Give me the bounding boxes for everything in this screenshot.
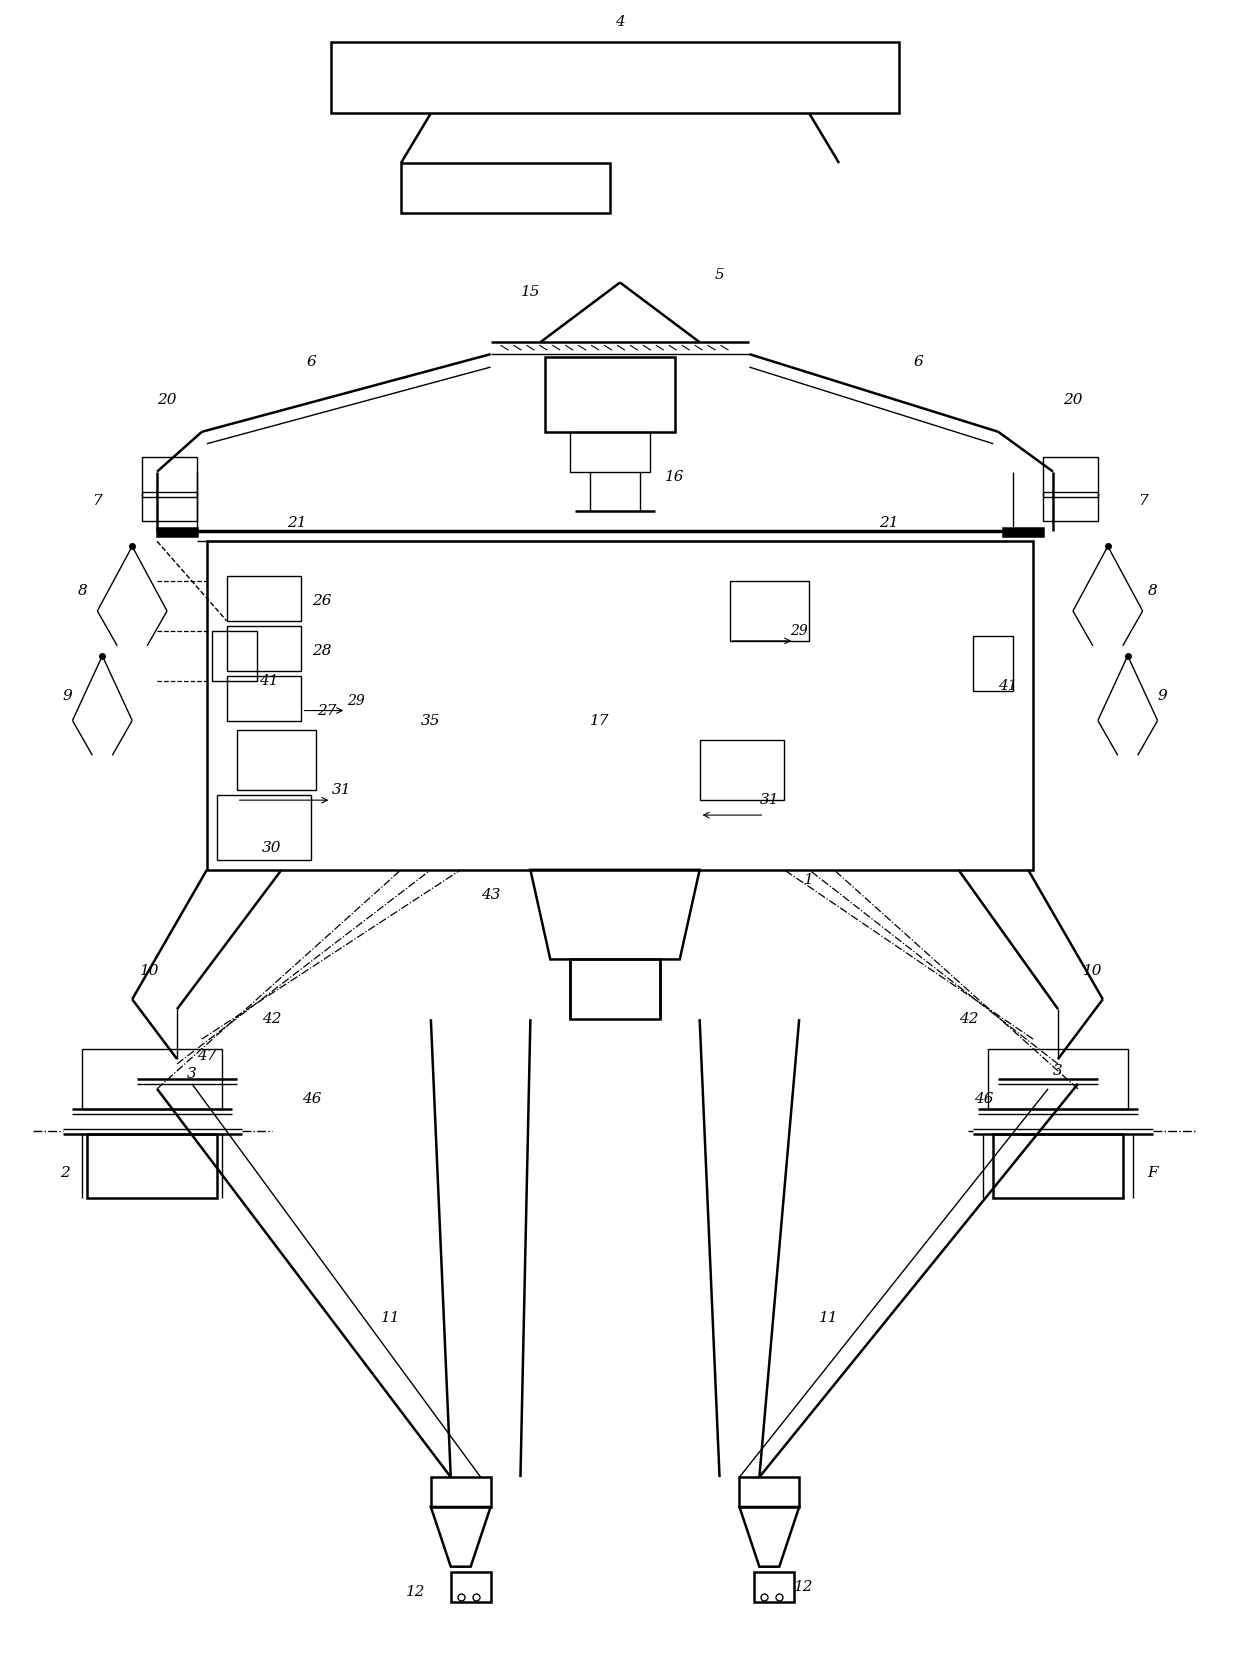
Bar [143,491,197,521]
Text: 1: 1 [805,873,813,886]
Text: 8: 8 [78,585,87,598]
Text: 7: 7 [93,495,102,508]
Text: 6: 6 [306,355,316,370]
Text: 12: 12 [795,1579,813,1594]
Bar [143,456,197,496]
Bar [546,357,675,431]
Text: 3: 3 [187,1066,197,1081]
Text: 30: 30 [262,841,281,855]
Text: 10: 10 [1083,965,1102,978]
Text: 26: 26 [311,595,331,608]
Bar [451,1571,491,1601]
Bar [754,1571,794,1601]
Text: 5: 5 [714,268,724,282]
Text: 9: 9 [62,688,72,703]
Text: 27: 27 [316,703,336,718]
Bar [227,676,301,720]
Text: 20: 20 [1063,393,1083,407]
Bar [993,1133,1122,1198]
Text: 46: 46 [973,1091,993,1106]
Bar [237,730,316,790]
Text: 2: 2 [60,1166,69,1181]
Text: 9: 9 [1158,688,1167,703]
Text: 4: 4 [615,15,625,28]
Bar [1043,456,1097,496]
Text: 17: 17 [590,713,610,728]
Text: 20: 20 [157,393,177,407]
Bar [331,42,899,113]
Bar [729,581,810,641]
Text: 3: 3 [1053,1065,1063,1078]
Bar [973,636,1013,691]
Text: 11: 11 [381,1311,401,1324]
Bar [207,541,1033,870]
Text: F: F [1147,1166,1158,1181]
Text: 42: 42 [959,1013,978,1026]
Text: 10: 10 [140,965,160,978]
Text: 41: 41 [998,678,1018,693]
Bar [699,740,784,800]
Bar [157,528,197,536]
Bar [87,1133,217,1198]
Text: 29: 29 [347,693,365,708]
Bar [1043,491,1097,521]
Text: 11: 11 [820,1311,838,1324]
Text: 42: 42 [262,1013,281,1026]
Text: 7: 7 [1138,495,1147,508]
Text: 47: 47 [197,1050,217,1063]
Bar [217,795,311,860]
Text: 8: 8 [1148,585,1157,598]
Bar [401,163,610,213]
Text: 31: 31 [331,783,351,798]
Text: 16: 16 [665,470,684,483]
Text: 15: 15 [521,285,541,300]
Text: 31: 31 [760,793,779,806]
Text: 6: 6 [914,355,924,370]
Text: 43: 43 [481,888,500,901]
Bar [227,576,301,621]
Bar [570,960,660,1020]
Bar [82,1050,222,1110]
Bar [212,631,257,681]
Bar [988,1050,1127,1110]
Text: 21: 21 [879,516,899,530]
Text: 12: 12 [407,1584,425,1599]
Text: 35: 35 [422,713,440,728]
Text: 28: 28 [311,643,331,658]
Bar [227,626,301,671]
Text: 46: 46 [301,1091,321,1106]
Bar [570,431,650,471]
Bar [1003,528,1043,536]
Text: 21: 21 [286,516,306,530]
Text: 41: 41 [259,673,278,688]
Text: 29: 29 [790,623,808,638]
